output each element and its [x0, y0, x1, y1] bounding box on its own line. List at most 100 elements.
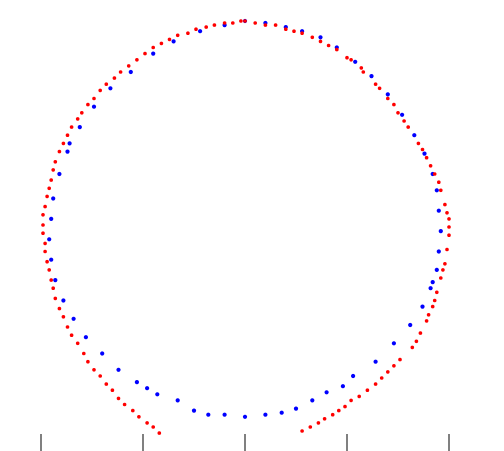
- point-s1-77: [437, 180, 441, 184]
- point-s0-37: [100, 351, 105, 356]
- point-s0-30: [222, 412, 227, 417]
- point-s1-71: [359, 66, 364, 70]
- point-s1-85: [379, 376, 384, 380]
- point-s1-19: [445, 247, 449, 252]
- point-s1-21: [439, 276, 443, 280]
- point-s0-50: [108, 86, 113, 91]
- point-s1-75: [420, 147, 425, 152]
- point-s1-50: [47, 186, 51, 191]
- point-s1-13: [424, 155, 429, 160]
- point-s1-76: [428, 164, 433, 168]
- point-s1-62: [194, 27, 198, 32]
- point-s1-65: [253, 21, 257, 25]
- point-s1-106: [49, 178, 53, 182]
- point-s1-53: [65, 133, 70, 137]
- point-s0-53: [171, 39, 176, 44]
- point-s1-93: [122, 402, 127, 407]
- point-s1-87: [349, 398, 353, 403]
- point-s1-9: [386, 96, 390, 101]
- point-s1-67: [292, 29, 296, 33]
- point-s0-18: [428, 286, 433, 291]
- point-s1-91: [151, 425, 155, 429]
- series-layer: [41, 18, 451, 435]
- point-s0-26: [293, 406, 299, 411]
- point-s0-45: [51, 196, 56, 201]
- point-s0-23: [351, 373, 356, 379]
- point-s0-29: [242, 414, 248, 419]
- point-s1-110: [80, 111, 84, 115]
- point-s1-35: [157, 431, 162, 435]
- point-s1-90: [308, 425, 313, 429]
- point-s0-59: [430, 280, 435, 285]
- point-s0-54: [198, 29, 203, 34]
- point-s0-31: [206, 412, 211, 417]
- point-s0-48: [77, 125, 82, 130]
- point-s1-42: [69, 333, 74, 338]
- point-s1-16: [443, 202, 447, 207]
- point-s1-24: [424, 319, 429, 323]
- point-s0-41: [53, 278, 58, 283]
- point-s1-64: [231, 21, 235, 25]
- point-s1-70: [345, 55, 349, 60]
- point-s1-105: [45, 194, 49, 199]
- point-s1-120: [239, 19, 243, 23]
- point-s0-27: [279, 410, 284, 415]
- point-s1-61: [175, 33, 180, 38]
- point-s0-4: [318, 35, 323, 40]
- point-s1-20: [443, 262, 447, 266]
- point-s1-43: [61, 315, 66, 319]
- point-s0-34: [155, 392, 160, 397]
- point-s0-20: [408, 322, 413, 328]
- point-s1-69: [326, 43, 331, 48]
- point-s1-51: [51, 168, 55, 172]
- point-s1-92: [137, 415, 141, 419]
- point-s0-15: [438, 229, 443, 234]
- point-s0-33: [175, 398, 180, 403]
- point-s1-73: [392, 102, 396, 107]
- point-s0-32: [191, 408, 197, 413]
- point-s1-46: [45, 259, 49, 264]
- point-s1-54: [75, 117, 80, 121]
- point-s1-100: [51, 286, 55, 291]
- point-s1-47: [43, 241, 47, 246]
- point-s1-22: [435, 290, 439, 295]
- point-s1-66: [273, 23, 278, 27]
- point-s1-30: [357, 394, 362, 399]
- point-s0-46: [57, 171, 62, 177]
- point-s1-98: [65, 325, 70, 329]
- point-s1-81: [432, 298, 437, 303]
- point-s0-57: [340, 384, 345, 389]
- point-s1-118: [204, 25, 208, 29]
- point-s1-28: [386, 370, 390, 374]
- point-s1-44: [53, 296, 58, 301]
- point-s1-79: [447, 225, 451, 229]
- point-s1-40: [92, 368, 96, 372]
- point-s0-40: [61, 298, 66, 303]
- point-s1-58: [126, 64, 131, 68]
- point-s1-29: [373, 382, 378, 386]
- point-s1-56: [98, 88, 102, 93]
- point-s1-3: [300, 31, 304, 35]
- point-s0-13: [434, 188, 439, 193]
- point-s0-25: [310, 398, 315, 403]
- point-s1-115: [151, 45, 155, 50]
- point-s1-78: [445, 211, 449, 215]
- point-s1-38: [116, 396, 121, 401]
- point-s0-35: [134, 380, 139, 385]
- point-s0-10: [412, 133, 417, 138]
- point-s0-38: [83, 335, 88, 340]
- point-s0-44: [49, 216, 54, 221]
- point-s0-43: [47, 237, 52, 242]
- point-s0-56: [67, 141, 72, 146]
- point-s1-97: [75, 341, 80, 346]
- point-s0-17: [434, 267, 439, 272]
- point-s1-84: [392, 364, 396, 368]
- x-axis-ticks: [40, 434, 450, 451]
- point-s1-103: [41, 231, 45, 235]
- point-s1-8: [373, 82, 378, 86]
- point-s0-58: [145, 386, 150, 391]
- point-s1-12: [416, 141, 421, 146]
- point-s1-96: [86, 359, 90, 364]
- point-s1-117: [186, 31, 190, 35]
- point-s1-26: [410, 345, 415, 350]
